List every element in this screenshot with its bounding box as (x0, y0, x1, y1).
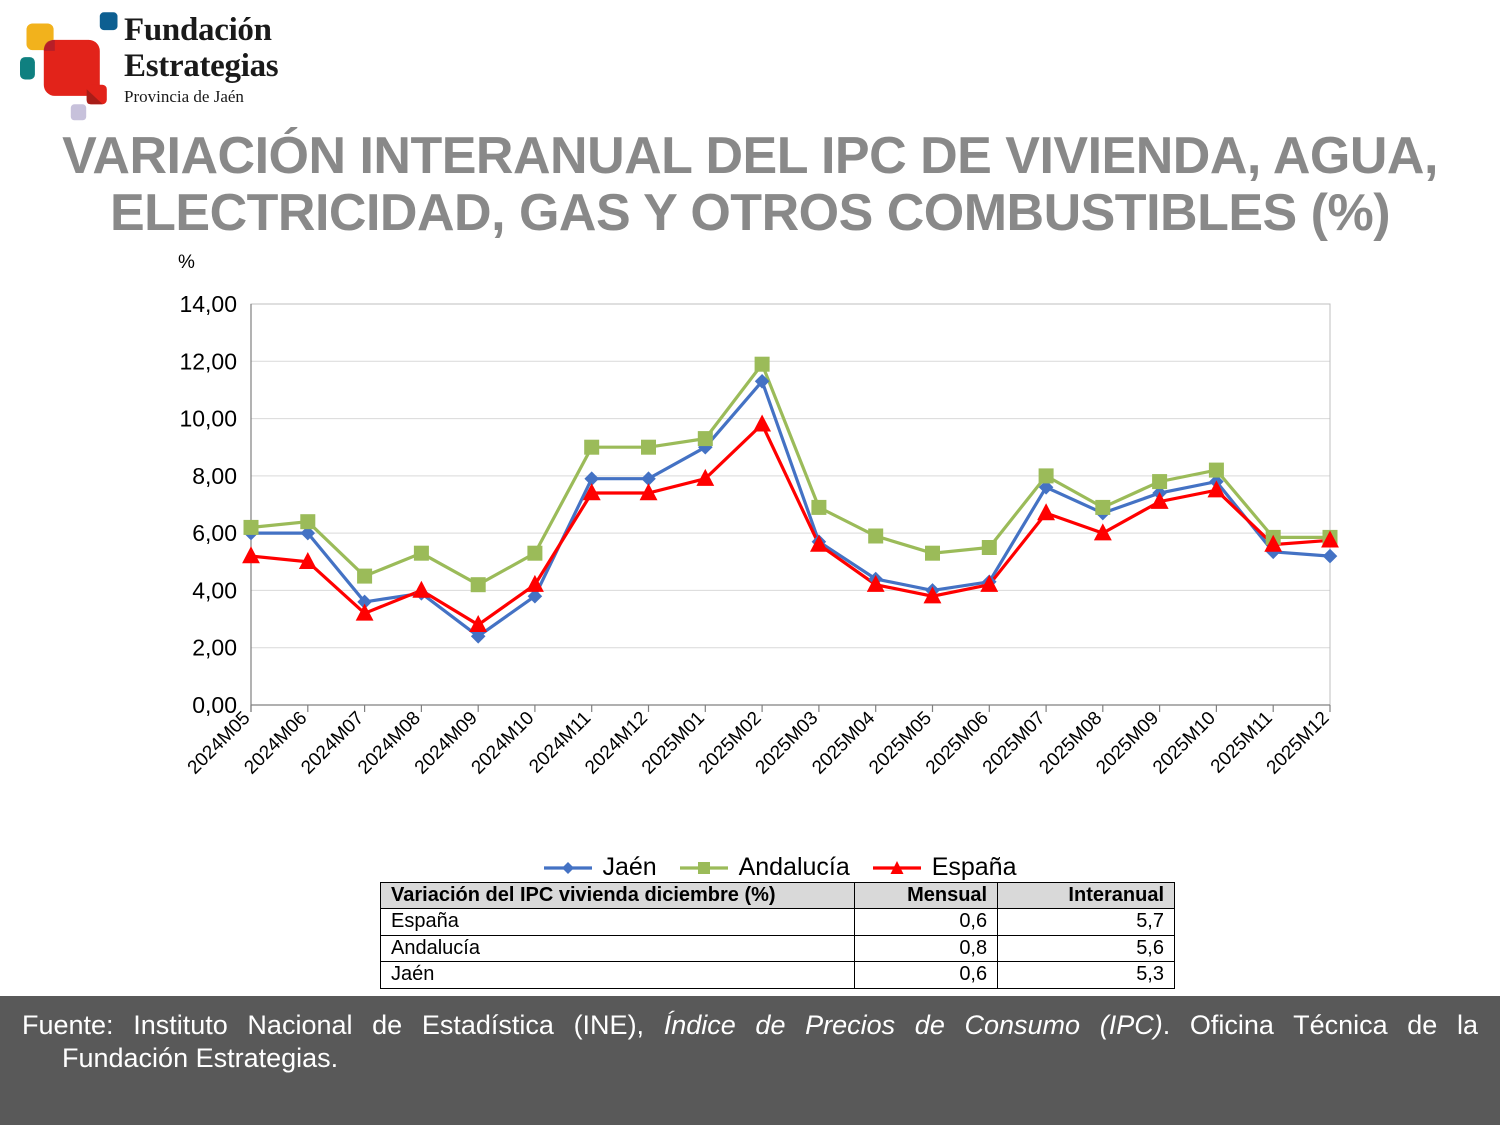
svg-text:2025M12: 2025M12 (1263, 708, 1334, 779)
svg-text:6,00: 6,00 (192, 520, 237, 546)
svg-text:8,00: 8,00 (192, 463, 237, 489)
svg-text:4,00: 4,00 (192, 577, 237, 603)
svg-text:2025M10: 2025M10 (1149, 708, 1220, 779)
svg-text:14,00: 14,00 (179, 291, 237, 317)
svg-text:10,00: 10,00 (179, 406, 237, 432)
svg-text:2,00: 2,00 (192, 635, 237, 661)
svg-text:2024M10: 2024M10 (468, 708, 539, 779)
svg-text:0,00: 0,00 (192, 692, 237, 718)
svg-text:12,00: 12,00 (179, 348, 237, 374)
